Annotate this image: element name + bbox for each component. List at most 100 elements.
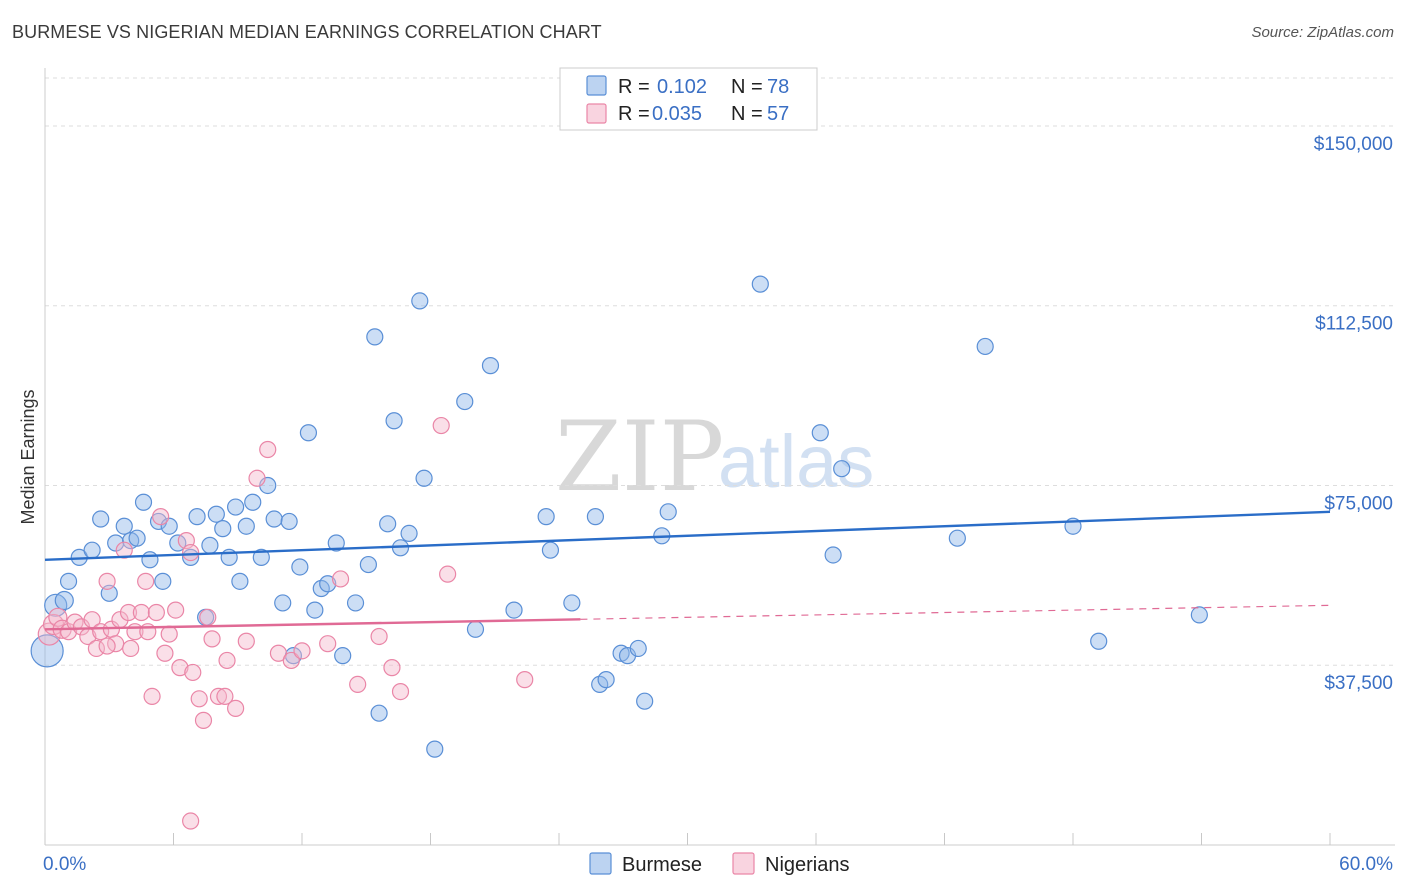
- point-nigerians: [137, 572, 155, 590]
- point-burmese: [1090, 632, 1108, 650]
- y-tick-label-150000: $150,000: [1314, 134, 1393, 155]
- point-burmese: [227, 498, 245, 516]
- point-nigerians: [156, 644, 174, 662]
- bottom-legend-swatch-nigerians: [732, 852, 755, 875]
- point-burmese: [92, 510, 110, 528]
- point-burmese: [154, 572, 172, 590]
- point-burmese: [299, 424, 318, 442]
- point-nigerians: [432, 416, 450, 435]
- point-burmese: [306, 601, 324, 619]
- point-nigerians: [184, 663, 202, 682]
- point-nigerians: [319, 635, 337, 653]
- point-burmese: [252, 548, 270, 566]
- point-nigerians: [147, 603, 165, 622]
- data-points: [30, 275, 1208, 830]
- y-tick-label-75000: $75,000: [1324, 493, 1393, 514]
- legend-swatch-nigerians: [586, 103, 607, 124]
- point-burmese: [280, 512, 298, 531]
- point-burmese: [537, 508, 555, 526]
- point-nigerians: [132, 603, 150, 622]
- point-nigerians: [119, 603, 138, 622]
- bottom-legend-label-nigerians: Nigerians: [765, 854, 849, 876]
- point-burmese: [379, 515, 397, 533]
- point-burmese: [415, 469, 433, 487]
- x-tick-label-min: 0.0%: [43, 854, 86, 875]
- point-burmese: [456, 392, 474, 411]
- legend-r-label-burmese: R =: [618, 76, 650, 98]
- point-nigerians: [391, 682, 410, 701]
- legend: R = 0.102 N = 78 R = 0.035 N = 57: [559, 67, 818, 131]
- point-burmese: [359, 555, 377, 574]
- point-burmese: [541, 541, 560, 559]
- legend-n-label-burmese: N =: [731, 76, 763, 98]
- point-nigerians: [209, 687, 228, 705]
- point-nigerians: [98, 637, 116, 655]
- point-burmese: [128, 529, 146, 547]
- point-nigerians: [349, 675, 367, 694]
- point-burmese: [188, 508, 206, 526]
- legend-swatch-burmese: [586, 75, 607, 96]
- point-burmese: [274, 594, 292, 612]
- point-nigerians: [182, 812, 200, 830]
- bottom-legend-label-burmese: Burmese: [622, 854, 702, 876]
- point-nigerians: [370, 627, 388, 646]
- point-burmese: [44, 593, 68, 617]
- point-burmese: [201, 536, 219, 554]
- point-burmese: [629, 639, 647, 658]
- point-nigerians: [160, 625, 178, 643]
- point-burmese: [319, 575, 337, 593]
- x-tick-label-max: 60.0%: [1339, 854, 1393, 875]
- point-burmese: [107, 534, 125, 552]
- point-nigerians: [190, 690, 208, 708]
- point-burmese: [466, 620, 485, 638]
- point-nigerians: [269, 644, 288, 662]
- point-burmese: [751, 275, 769, 293]
- chart-source: Source: ZipAtlas.com: [1251, 24, 1394, 41]
- point-nigerians: [282, 651, 300, 670]
- trendline-burmese: [44, 510, 1331, 561]
- point-burmese: [134, 493, 153, 511]
- point-burmese: [481, 357, 500, 375]
- point-burmese: [327, 534, 345, 552]
- point-burmese: [366, 328, 384, 346]
- y-tick-label-112500: $112,500: [1315, 314, 1393, 335]
- point-burmese: [115, 517, 133, 535]
- point-burmese: [1190, 606, 1208, 624]
- point-burmese: [214, 520, 232, 538]
- point-nigerians: [439, 565, 457, 583]
- point-burmese: [597, 671, 615, 689]
- point-burmese: [59, 572, 78, 590]
- point-nigerians: [516, 671, 534, 689]
- point-burmese: [659, 503, 677, 521]
- legend-n-value-burmese: 78: [767, 76, 789, 98]
- point-nigerians: [115, 541, 133, 559]
- series-burmese: [30, 275, 1208, 758]
- point-nigerians: [152, 508, 170, 526]
- point-nigerians: [331, 570, 350, 588]
- gridlines: [45, 77, 1395, 666]
- point-burmese: [237, 517, 255, 535]
- point-nigerians: [218, 651, 236, 670]
- point-burmese: [505, 601, 523, 619]
- point-nigerians: [259, 440, 277, 459]
- axes: [44, 68, 1395, 846]
- trendline-dashed-nigerians: [580, 604, 1331, 620]
- point-nigerians: [203, 630, 221, 648]
- point-burmese: [976, 337, 994, 356]
- point-nigerians: [122, 639, 140, 658]
- point-nigerians: [171, 659, 189, 677]
- point-burmese: [426, 740, 444, 758]
- point-nigerians: [248, 469, 266, 487]
- point-burmese: [636, 692, 654, 710]
- point-burmese: [141, 551, 159, 569]
- point-burmese: [370, 704, 388, 722]
- point-burmese: [811, 424, 829, 442]
- point-nigerians: [216, 687, 234, 705]
- bottom-legend: Burmese Nigerians: [589, 852, 849, 876]
- point-burmese: [586, 508, 605, 526]
- trendline-nigerians: [44, 618, 581, 631]
- point-burmese: [411, 292, 429, 310]
- point-nigerians: [227, 699, 245, 717]
- point-burmese: [400, 524, 418, 543]
- point-nigerians: [194, 711, 213, 729]
